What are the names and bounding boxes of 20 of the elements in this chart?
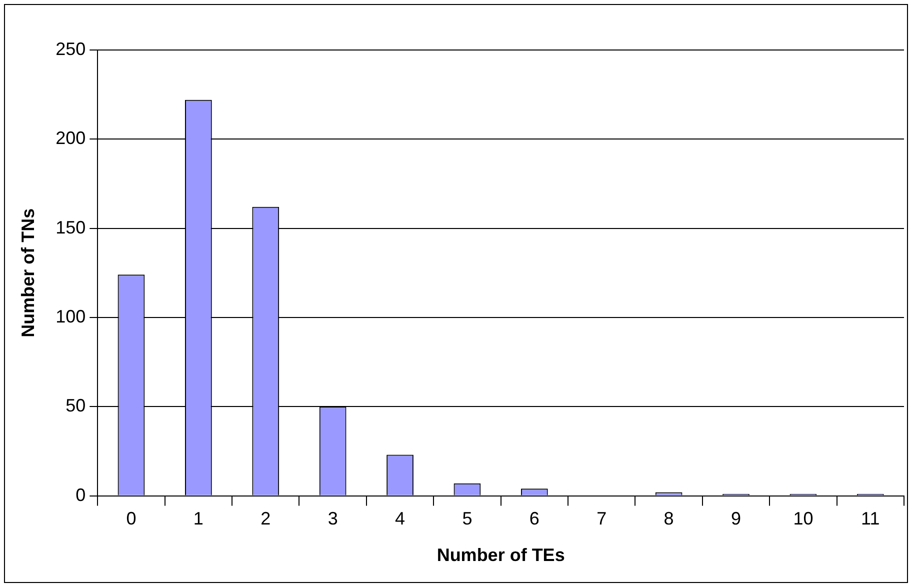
x-tick-label: 7 <box>596 508 607 529</box>
x-tick-label: 4 <box>395 508 406 529</box>
x-tick-label: 8 <box>664 508 674 529</box>
x-tick-label: 1 <box>193 508 204 529</box>
y-tick-label: 250 <box>56 38 86 59</box>
y-axis-title: Number of TNs <box>18 208 38 338</box>
y-tick-label: 0 <box>76 484 86 505</box>
x-tick-label: 2 <box>260 508 271 529</box>
x-tick-label: 9 <box>731 508 742 529</box>
x-tick-label: 0 <box>126 508 136 529</box>
x-tick-label: 6 <box>529 508 540 529</box>
y-tick-label: 100 <box>56 306 86 326</box>
y-tick-label: 200 <box>56 128 86 148</box>
x-tick-label: 5 <box>462 508 472 529</box>
y-tick-label: 50 <box>66 396 86 416</box>
x-tick-label: 10 <box>793 508 814 529</box>
x-tick-label: 3 <box>328 508 338 529</box>
y-tick-label: 150 <box>56 217 86 238</box>
x-tick-label: 11 <box>861 508 880 529</box>
x-axis-title: Number of TEs <box>436 545 565 566</box>
